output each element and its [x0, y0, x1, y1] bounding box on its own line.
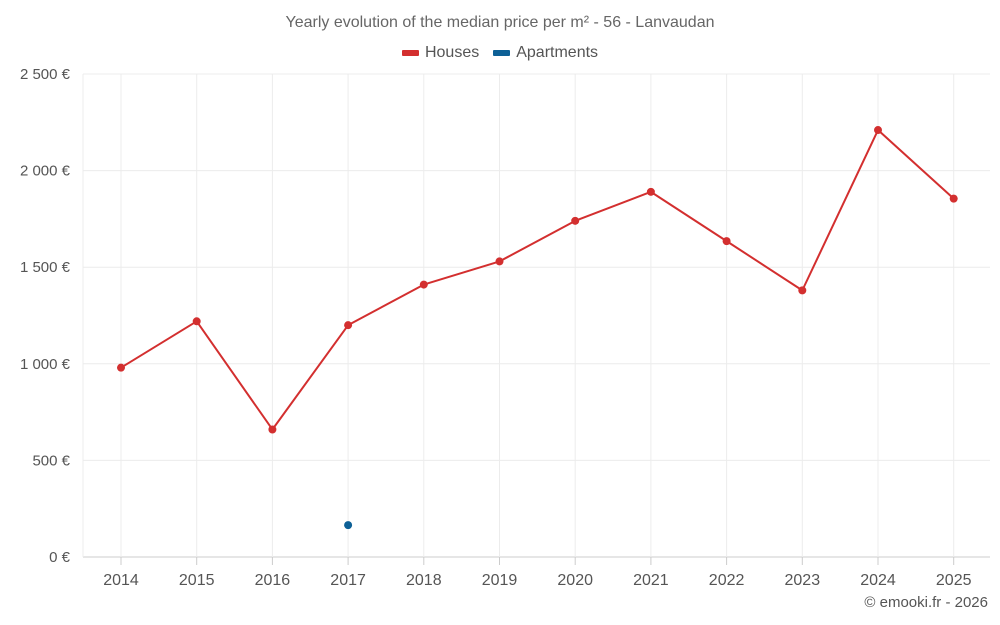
data-point-houses: [192, 317, 201, 326]
chart-title: Yearly evolution of the median price per…: [285, 14, 715, 31]
data-point-houses: [419, 280, 428, 289]
x-tick-label: 2023: [785, 572, 821, 589]
x-tick-label: 2020: [557, 572, 593, 589]
y-tick-label: 2 500 €: [20, 66, 71, 83]
data-point-houses: [722, 237, 731, 246]
x-tick-label: 2019: [482, 572, 518, 589]
legend-swatch-apartments: [493, 50, 511, 56]
x-tick-label: 2021: [633, 572, 669, 589]
legend: Houses Apartments: [0, 44, 1000, 62]
data-point-houses: [495, 257, 504, 266]
data-point-apartments: [344, 521, 353, 530]
y-tick-label: 0 €: [49, 549, 71, 566]
series-line-houses: [120, 129, 955, 431]
legend-item-houses[interactable]: Houses: [401, 44, 480, 62]
data-point-houses: [117, 363, 125, 372]
legend-item-apartments[interactable]: Apartments: [493, 44, 598, 62]
legend-label-houses: Houses: [424, 44, 480, 61]
data-point-houses: [344, 321, 353, 330]
data-point-houses: [571, 216, 580, 225]
data-point-houses: [268, 425, 277, 434]
x-tick-label: 2014: [103, 572, 139, 589]
data-point-houses: [874, 126, 882, 135]
x-tick-label: 2025: [936, 572, 972, 589]
legend-label-apartments: Apartments: [516, 44, 599, 61]
x-tick-label: 2024: [860, 572, 896, 589]
data-point-houses: [949, 194, 958, 203]
y-tick-label: 1 500 €: [20, 259, 71, 276]
x-tick-label: 2018: [406, 572, 442, 589]
legend-swatch-houses: [401, 50, 419, 56]
y-tick-label: 500 €: [32, 452, 70, 469]
data-point-houses: [798, 286, 807, 295]
x-tick-label: 2016: [255, 572, 291, 589]
copyright: © emooki.fr - 2026: [864, 594, 988, 611]
data-point-houses: [646, 187, 655, 196]
y-tick-label: 1 000 €: [20, 356, 71, 373]
y-tick-label: 2 000 €: [20, 163, 71, 180]
x-tick-label: 2022: [709, 572, 745, 589]
x-tick-label: 2017: [330, 572, 366, 589]
x-tick-label: 2015: [179, 572, 215, 589]
